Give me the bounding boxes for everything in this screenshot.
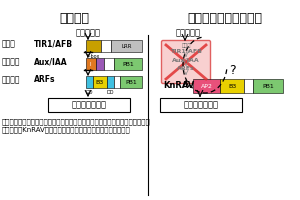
Text: DD: DD <box>107 90 114 95</box>
Bar <box>93 76 107 88</box>
Bar <box>114 58 142 70</box>
Text: オーキシン応答: オーキシン応答 <box>184 100 218 110</box>
Bar <box>193 79 220 93</box>
Bar <box>107 76 114 88</box>
Text: クレブソルミディウムは陸上植物の核オーキシン経路に関わる遺伝子を獲得し: クレブソルミディウムは陸上植物の核オーキシン経路に関わる遺伝子を獲得し <box>2 118 151 125</box>
Text: AP2: AP2 <box>201 84 212 88</box>
Bar <box>220 79 244 93</box>
Text: F-box: F-box <box>87 53 100 58</box>
Text: 受容体: 受容体 <box>2 40 16 48</box>
Bar <box>86 76 93 88</box>
Text: PB1: PB1 <box>125 79 137 84</box>
Text: オーキシン応答: オーキシン応答 <box>71 100 106 110</box>
Text: オーキシン: オーキシン <box>176 28 201 37</box>
Bar <box>111 40 142 52</box>
Text: ておらず、KnRAVをオーキシン情報伝達因子として用いている: ておらず、KnRAVをオーキシン情報伝達因子として用いている <box>2 126 131 133</box>
Bar <box>86 58 95 70</box>
Text: B3: B3 <box>228 84 236 88</box>
Text: B3: B3 <box>96 79 104 84</box>
Text: DD: DD <box>85 90 93 95</box>
Text: 獲得前: 獲得前 <box>181 43 191 47</box>
Text: ARFs: ARFs <box>177 66 195 72</box>
Text: 抑制因子: 抑制因子 <box>2 58 20 66</box>
Text: I: I <box>90 62 92 66</box>
Text: 陸上植物: 陸上植物 <box>59 12 89 25</box>
Bar <box>244 79 253 93</box>
Bar <box>120 76 142 88</box>
Bar <box>104 58 114 70</box>
Bar <box>101 40 111 52</box>
Text: LRR: LRR <box>122 44 132 48</box>
Text: オーキシン: オーキシン <box>76 28 100 37</box>
Text: Aux/IAA: Aux/IAA <box>34 58 68 66</box>
Bar <box>253 79 283 93</box>
Text: ?: ? <box>229 64 235 76</box>
Text: クレブソルミディウム: クレブソルミディウム <box>188 12 262 25</box>
Text: PB1: PB1 <box>122 62 134 66</box>
Bar <box>95 58 104 70</box>
Text: ARFs: ARFs <box>34 75 56 84</box>
Text: TIR1/AFB: TIR1/AFB <box>170 48 202 53</box>
Text: Aux/IAA: Aux/IAA <box>172 58 200 62</box>
Bar <box>114 76 120 88</box>
FancyBboxPatch shape <box>161 40 211 84</box>
Text: TIR1/AFB: TIR1/AFB <box>34 40 73 48</box>
Text: 転写因子: 転写因子 <box>2 75 20 84</box>
Text: KnRAV: KnRAV <box>163 80 194 90</box>
Bar <box>160 98 242 112</box>
Text: PB1: PB1 <box>262 84 274 88</box>
Bar <box>48 98 130 112</box>
Bar <box>86 40 101 52</box>
